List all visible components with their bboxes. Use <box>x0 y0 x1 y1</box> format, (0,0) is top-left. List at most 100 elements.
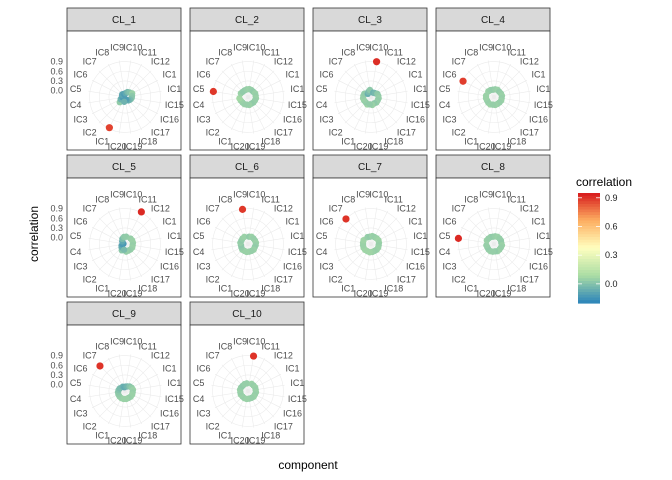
legend-color-step <box>578 264 600 268</box>
category-label: IC3 <box>442 115 456 125</box>
circular-gridline <box>98 217 152 271</box>
category-label: IC19 <box>246 435 265 445</box>
category-label: IC19 <box>123 288 142 298</box>
legend-color-step <box>578 226 600 230</box>
category-label: IC19 <box>369 141 388 151</box>
legend-color-step <box>578 270 600 274</box>
category-label: IC10 <box>492 43 511 53</box>
data-point-ic5 <box>454 234 463 242</box>
legend-color-step <box>578 206 600 211</box>
data-points <box>236 352 260 403</box>
legend-color-step <box>578 234 600 238</box>
category-label: C4 <box>193 100 205 110</box>
category-label: IC1 <box>464 284 478 294</box>
category-label: IC12 <box>274 351 293 361</box>
category-label: C4 <box>316 247 328 257</box>
category-label: IC1 <box>413 84 427 94</box>
category-label: IC1 <box>167 84 181 94</box>
category-label: IC1 <box>341 284 355 294</box>
category-label: IC7 <box>452 57 466 67</box>
category-label: IC19 <box>369 288 388 298</box>
y-tick-label: 0.6 <box>50 66 63 76</box>
category-label: IC8 <box>95 47 109 57</box>
category-label: IC20 <box>108 141 127 151</box>
legend-color-step <box>578 223 600 227</box>
data-point-ic20 <box>243 101 250 108</box>
category-label: IC12 <box>151 57 170 67</box>
category-label: IC16 <box>406 115 425 125</box>
y-tick-label: 0.9 <box>50 57 63 67</box>
legend-color-step <box>578 267 600 271</box>
category-label: IC3 <box>319 115 333 125</box>
legend-color-step <box>578 256 600 260</box>
legend-color-step <box>578 242 600 246</box>
circular-gridline <box>458 208 530 280</box>
category-label: IC11 <box>262 47 280 57</box>
category-label: IC9 <box>479 43 493 53</box>
category-label: C4 <box>70 394 82 404</box>
legend-color-step <box>578 286 600 290</box>
category-label: IC6 <box>319 69 333 79</box>
category-label: IC7 <box>206 57 220 67</box>
category-label: IC1 <box>290 84 304 94</box>
facet-strip-label: CL_3 <box>358 15 382 26</box>
legend-title: correlation <box>576 175 632 189</box>
circular-gridline <box>89 61 161 133</box>
category-label: C5 <box>193 84 205 94</box>
legend-color-step <box>578 245 600 249</box>
category-label: IC20 <box>477 288 496 298</box>
legend-color-step <box>578 237 600 241</box>
category-label: IC18 <box>261 431 280 441</box>
category-label: IC10 <box>246 337 265 347</box>
category-label: IC2 <box>329 274 343 284</box>
legend-tick-label: 0.6 <box>605 221 618 231</box>
data-point-ic20 <box>120 395 127 403</box>
circular-gridline <box>221 364 275 418</box>
category-label: IC18 <box>138 431 157 441</box>
circular-gridline <box>458 61 530 133</box>
circular-gridline <box>221 217 275 271</box>
category-label: IC16 <box>283 115 302 125</box>
legend-color-step <box>578 259 600 263</box>
circular-gridline <box>231 80 265 114</box>
category-label: IC10 <box>246 43 265 53</box>
category-label: IC7 <box>83 351 97 361</box>
category-label: IC6 <box>73 216 87 226</box>
category-label: IC1 <box>286 363 300 373</box>
legend-color-step <box>578 300 600 304</box>
category-label: C5 <box>439 231 451 241</box>
legend-color-step <box>578 294 600 299</box>
category-label: IC3 <box>196 115 210 125</box>
category-label: IC11 <box>385 47 403 57</box>
category-label: IC15 <box>288 394 307 404</box>
category-label: IC1 <box>167 231 181 241</box>
category-label: IC20 <box>477 141 496 151</box>
category-label: IC19 <box>246 288 265 298</box>
category-label: IC2 <box>206 421 220 431</box>
category-label: IC7 <box>329 57 343 67</box>
circular-gridline <box>98 364 152 418</box>
category-label: IC2 <box>206 127 220 137</box>
legend-color-step <box>578 275 600 279</box>
category-label: IC19 <box>123 141 142 151</box>
category-label: IC1 <box>218 284 232 294</box>
category-label: C5 <box>439 84 451 94</box>
x-axis-title: component <box>278 458 338 472</box>
category-label: IC12 <box>397 57 416 67</box>
y-tick-label: 0.3 <box>50 76 63 86</box>
data-points <box>359 58 382 109</box>
circular-gridline <box>221 70 275 124</box>
data-point-ic20 <box>366 101 374 108</box>
category-label: IC20 <box>231 435 250 445</box>
category-label: IC3 <box>442 262 456 272</box>
category-label: IC20 <box>354 141 373 151</box>
facet-strip-label: CL_4 <box>481 15 505 26</box>
data-points <box>342 215 383 256</box>
category-label: IC6 <box>73 363 87 373</box>
category-label: C4 <box>439 247 451 257</box>
